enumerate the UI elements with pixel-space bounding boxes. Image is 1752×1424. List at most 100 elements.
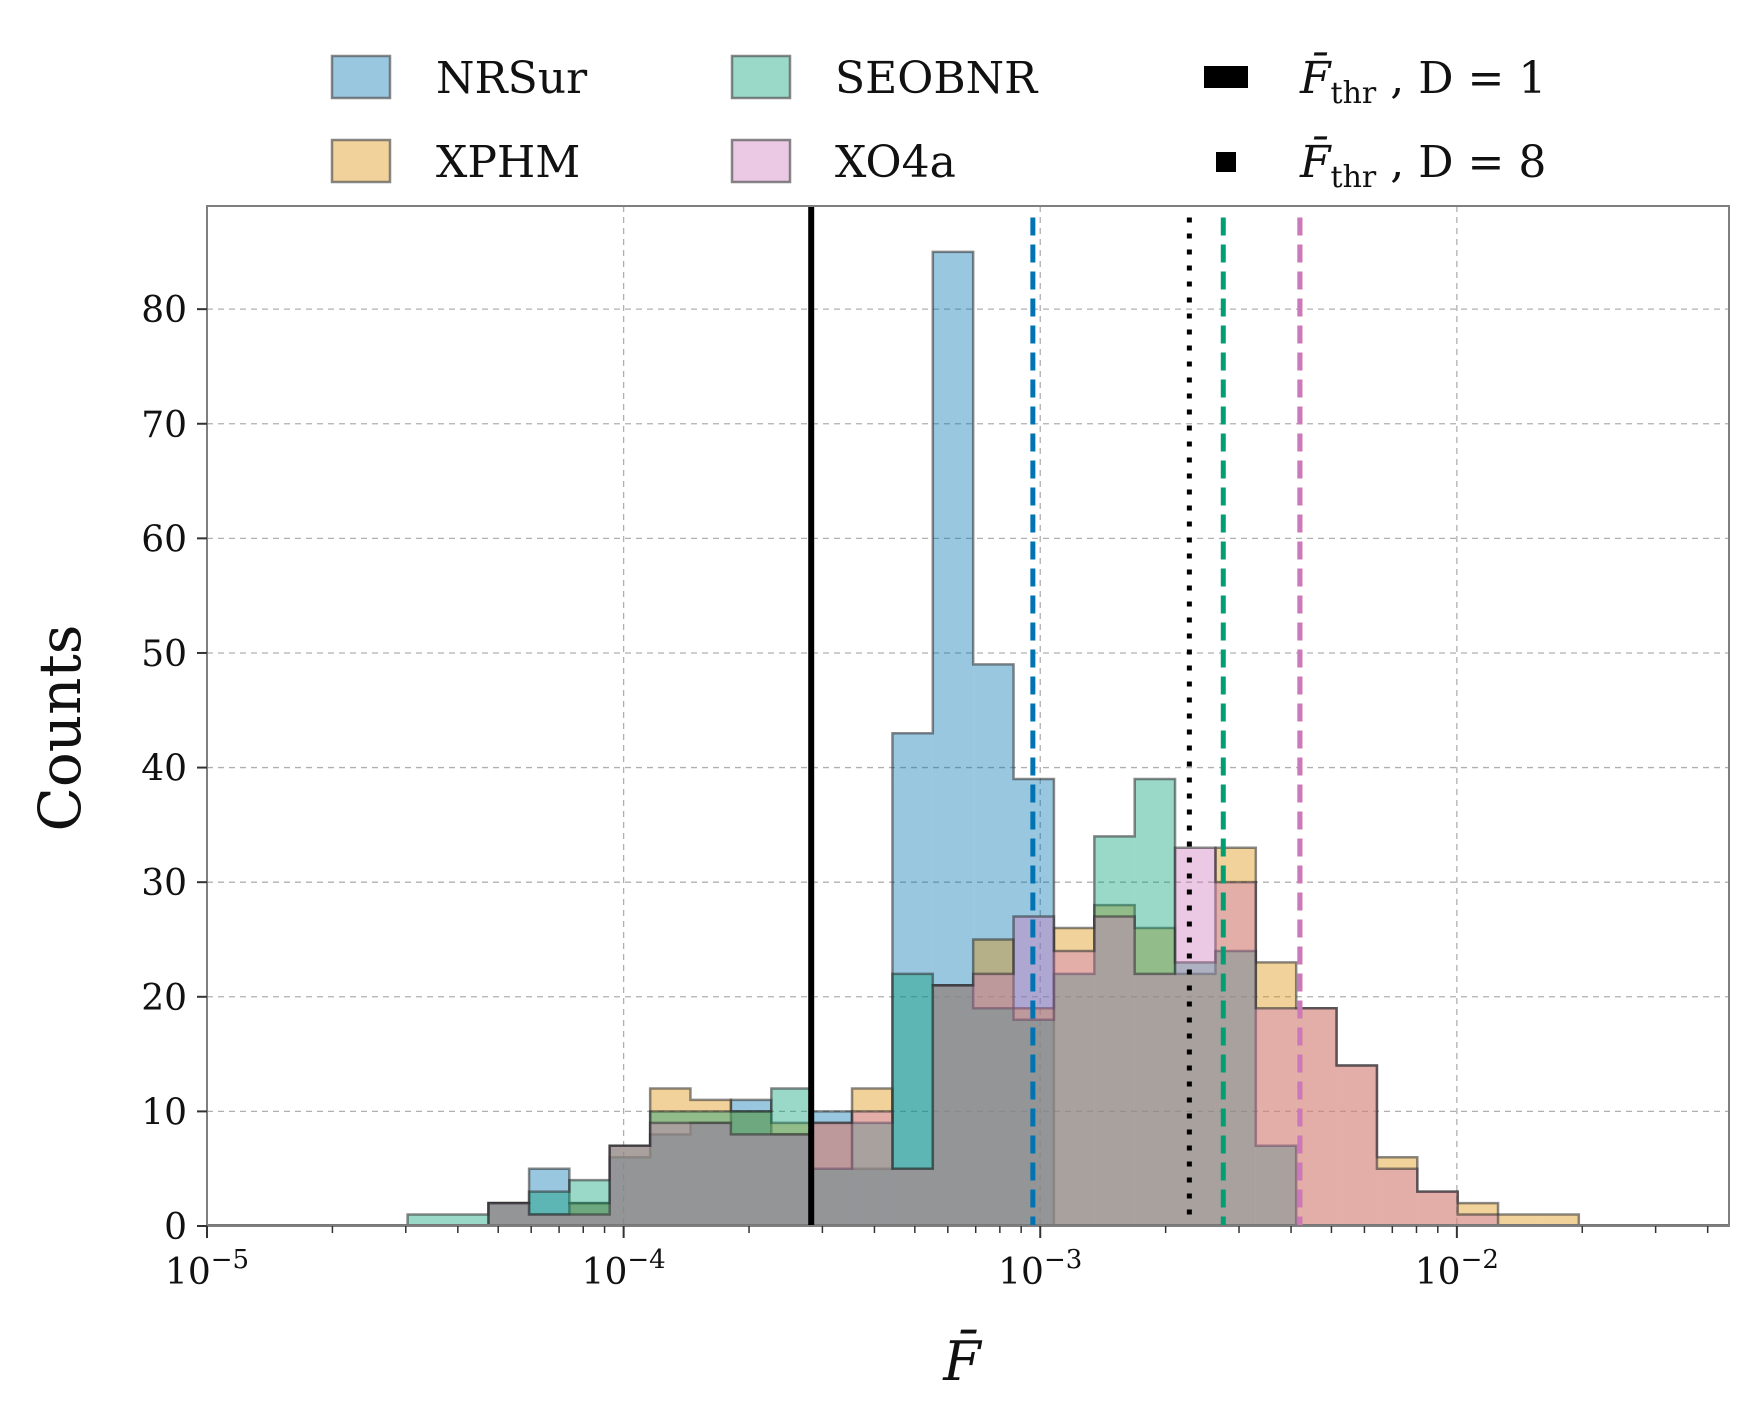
legend-swatch-threshold-dotted (1216, 152, 1236, 172)
y-tick-label: 0 (164, 1207, 187, 1248)
y-tick-label: 80 (141, 290, 187, 331)
bar-xo4a (1175, 847, 1216, 1226)
y-tick-label: 70 (141, 405, 187, 446)
legend-label-xphm: XPHM (436, 137, 580, 188)
bar-xphm (1417, 1191, 1458, 1226)
bar-xo4a (1053, 950, 1095, 1226)
bar-xo4a (1457, 1214, 1499, 1226)
histogram-bars (207, 250, 1729, 1226)
x-tick-label: 10−2 (1415, 1245, 1499, 1293)
series-xphm (407, 846, 1581, 1226)
bar-seobnr (1053, 973, 1095, 1226)
bar-seobnr (407, 1214, 449, 1226)
bar-nrsur (650, 1134, 691, 1226)
bar-xo4a (973, 973, 1014, 1226)
bar-xphm (690, 1099, 731, 1226)
bar-seobnr (650, 1111, 691, 1226)
bar-seobnr (488, 1203, 530, 1226)
bar-seobnr (609, 1145, 651, 1226)
y-tick-label: 20 (141, 978, 187, 1019)
bar-xphm (609, 1145, 651, 1226)
bar-seobnr (973, 1008, 1014, 1226)
bar-nrsur (973, 664, 1014, 1226)
x-tick-label: 10−5 (165, 1245, 249, 1293)
x-tick-label: 10−3 (998, 1245, 1082, 1293)
bar-nrsur (690, 1122, 731, 1226)
bar-xo4a (771, 1134, 812, 1226)
bar-xphm (932, 985, 974, 1226)
bar-xo4a (1417, 1191, 1458, 1226)
bar-seobnr (811, 1168, 853, 1226)
legend-swatch-seobnr (730, 54, 792, 100)
legend-label-seobnr: SEOBNR (835, 53, 1039, 104)
y-tick-label: 10 (141, 1092, 187, 1133)
bar-xphm (1296, 1008, 1337, 1226)
bar-seobnr (529, 1191, 570, 1226)
bar-xo4a (609, 1145, 651, 1226)
legend-label-nrsur: NRSur (436, 53, 588, 104)
bar-xo4a (1255, 1008, 1297, 1226)
legend-label-threshold-d1: F̄thr , D = 1 (1299, 51, 1546, 111)
bar-seobnr (690, 1111, 731, 1226)
bar-xphm (1336, 1065, 1377, 1226)
x-tick-label: 10−4 (582, 1245, 666, 1293)
y-tick-label: 40 (141, 749, 187, 790)
bar-nrsur (730, 1099, 772, 1226)
bar-xo4a (529, 1214, 570, 1226)
bar-nrsur (609, 1157, 651, 1226)
series-xo4a (407, 846, 1579, 1226)
bar-xphm (1053, 928, 1095, 1226)
bar-nrsur (529, 1168, 570, 1226)
bar-xo4a (892, 1168, 933, 1226)
bar-xphm (529, 1214, 570, 1226)
bar-seobnr (1134, 779, 1176, 1226)
x-axis-title: F̄ (942, 1329, 983, 1393)
legend-swatch-xo4a (730, 138, 792, 184)
bar-xo4a (1336, 1065, 1377, 1226)
y-tick-label: 60 (141, 519, 187, 560)
bar-xphm (973, 939, 1014, 1226)
bar-xphm (730, 1111, 772, 1226)
bar-xo4a (1376, 1168, 1418, 1226)
bar-nrsur (852, 1168, 893, 1226)
bar-xphm (1538, 1214, 1579, 1226)
bar-xo4a (1296, 1008, 1337, 1226)
bar-xphm (892, 1168, 933, 1226)
bar-seobnr (932, 985, 974, 1226)
bar-xo4a (650, 1122, 691, 1226)
bar-seobnr (771, 1088, 812, 1226)
bar-xphm (1175, 973, 1216, 1226)
bar-nrsur (932, 251, 974, 1226)
outline-xo4a (407, 846, 1579, 1226)
legend-swatch-nrsur (330, 54, 392, 100)
bar-seobnr (730, 1111, 772, 1226)
y-tick-label: 30 (141, 863, 187, 904)
y-tick-label: 50 (141, 634, 187, 675)
bar-xphm (1134, 928, 1176, 1226)
series-seobnr (406, 777, 1579, 1226)
bar-xo4a (932, 985, 974, 1226)
bar-seobnr (892, 973, 933, 1226)
bar-seobnr (852, 1122, 893, 1226)
bar-xphm (1094, 905, 1135, 1226)
bar-xo4a (488, 1203, 530, 1226)
bar-nrsur (771, 1134, 812, 1226)
bar-seobnr (1094, 836, 1135, 1226)
legend-swatch-threshold-solid (1204, 66, 1248, 88)
legend-label-xo4a: XO4a (835, 137, 956, 188)
bar-xphm (771, 1122, 812, 1226)
bar-seobnr (1175, 962, 1216, 1226)
bar-seobnr (448, 1214, 489, 1226)
bar-xo4a (690, 1122, 731, 1226)
bar-xphm (811, 1122, 853, 1226)
bar-xo4a (852, 1111, 893, 1226)
legend: NRSur XPHM SEOBNR XO4a F̄thr , D = 1 F̄t… (330, 51, 1546, 195)
bar-xo4a (569, 1214, 610, 1226)
bar-seobnr (1255, 1145, 1297, 1226)
bar-xphm (1255, 962, 1297, 1226)
threshold-lines (808, 206, 1303, 1226)
bar-nrsur (892, 733, 933, 1226)
axes: 0 10 20 30 40 50 60 70 80 10−5 10−4 10−3 10−2 (141, 290, 1709, 1293)
y-axis-title: Counts (26, 624, 94, 831)
